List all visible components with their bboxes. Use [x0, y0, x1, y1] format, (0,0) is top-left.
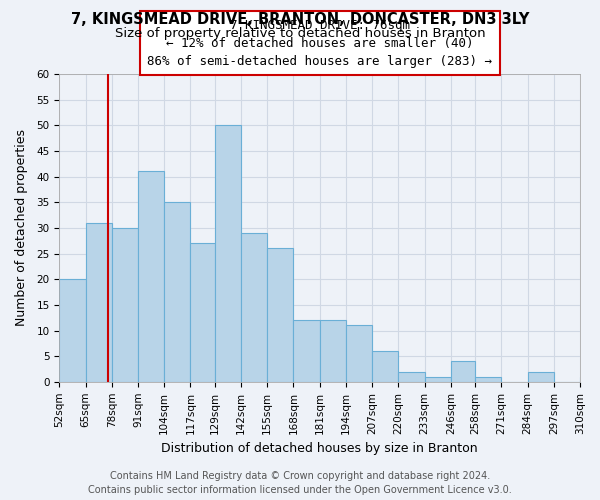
Bar	[86, 223, 112, 382]
Bar	[267, 248, 293, 382]
X-axis label: Distribution of detached houses by size in Branton: Distribution of detached houses by size …	[161, 442, 478, 455]
Bar	[527, 372, 554, 382]
Bar	[164, 202, 190, 382]
Y-axis label: Number of detached properties: Number of detached properties	[15, 130, 28, 326]
Bar	[346, 326, 372, 382]
Text: 7 KINGSMEAD DRIVE: 76sqm
← 12% of detached houses are smaller (40)
86% of semi-d: 7 KINGSMEAD DRIVE: 76sqm ← 12% of detach…	[147, 19, 492, 68]
Bar	[320, 320, 346, 382]
Bar	[425, 376, 451, 382]
Text: Contains HM Land Registry data © Crown copyright and database right 2024.
Contai: Contains HM Land Registry data © Crown c…	[88, 471, 512, 495]
Bar	[372, 351, 398, 382]
Bar	[215, 126, 241, 382]
Text: 7, KINGSMEAD DRIVE, BRANTON, DONCASTER, DN3 3LY: 7, KINGSMEAD DRIVE, BRANTON, DONCASTER, …	[71, 12, 529, 28]
Text: Size of property relative to detached houses in Branton: Size of property relative to detached ho…	[115, 28, 485, 40]
Bar	[451, 362, 475, 382]
Bar	[190, 244, 215, 382]
Bar	[398, 372, 425, 382]
Bar	[138, 172, 164, 382]
Bar	[59, 279, 86, 382]
Bar	[112, 228, 138, 382]
Bar	[580, 376, 600, 382]
Bar	[293, 320, 320, 382]
Bar	[241, 233, 267, 382]
Bar	[475, 376, 501, 382]
